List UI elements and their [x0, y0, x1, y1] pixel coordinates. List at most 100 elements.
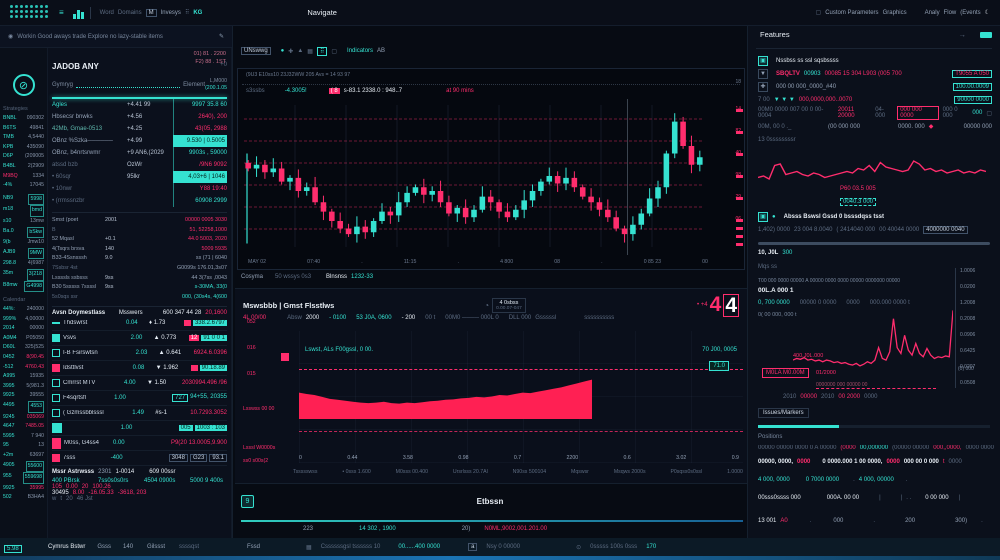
feature-row[interactable]: 00M0 0000 007 00 0 00-0004 20011 20000 04-… — [758, 106, 992, 120]
tab-item[interactable]: 1,402) 0000 23 004 8.0040( 2414040 000 00 … — [758, 226, 968, 234]
rail-item[interactable]: 0452 8(90.45 — [3, 353, 44, 363]
watch-row[interactable]: 42Mb, Gmae-0513 +4.25 43(05, 2988 — [52, 123, 227, 135]
area-chart[interactable]: Lswst, ALs F00gssl, 0 00. 70 J00, 0005 7… — [299, 331, 743, 463]
rail-item[interactable]: 298.8 4(6987 — [3, 259, 44, 269]
stats-row[interactable]: 4L 00/00 Absw 2000 - 0100 53 J0A, 0600 - 200… — [243, 315, 614, 321]
watch-row[interactable]: • 10nwr Y88 19:40 — [52, 183, 227, 195]
rail-item[interactable]: D6P (209005 — [3, 152, 44, 162]
rail-item[interactable]: -512 4760.43 — [3, 363, 44, 373]
rail-footer-badge[interactable]: 5.98 — [4, 545, 22, 553]
tabs-row[interactable]: 1,402) 0000 23 004 8.0040( 2414040 000 00 … — [758, 226, 992, 234]
app-logo-icon[interactable]: ⊘ — [12, 74, 35, 96]
top-nav-right[interactable]: ▢ Custom Parameters Graphics Analy Flow (Even… — [816, 9, 990, 17]
chart-toolbar[interactable]: UNswwg ● ✚ ▲ ▦ ⠿ ▢ Indicators AB — [241, 41, 739, 61]
top-nav-left[interactable]: Word Domains M Invesys ⠿ KG — [100, 8, 202, 17]
rail-item[interactable]: A0M4 P05050 — [3, 334, 44, 344]
asset-row[interactable]: ( Gzmssbblsssl 1.49 #s-1 10.7293.3052 — [52, 406, 227, 422]
rail-item[interactable]: 4905 55600 — [3, 460, 44, 473]
rail-item[interactable]: Ba.0 bSkw — [3, 226, 44, 239]
feature-row[interactable]: ▼ SBQLTV 00903 00085 15 304 L903 (005 700 T9… — [758, 67, 992, 80]
expand-icon[interactable]: → — [958, 30, 967, 39]
rail-item[interactable]: M9BQ 1334 — [3, 172, 44, 182]
rail-item[interactable]: 999% 4,00000 — [3, 315, 44, 325]
rail-item[interactable]: 502 B3HA4 — [3, 493, 44, 503]
rail-item[interactable]: s10 13mw — [3, 217, 44, 227]
watch-row[interactable]: 4(Tsqrs brsva 140 5009 5935 — [52, 245, 227, 255]
feed-row[interactable]: Fssd ▦ Cssssssgsl tssssss 10 00......400 00… — [233, 543, 747, 551]
chart-info-row[interactable]: s3ssbs -4.3005! ( 8 s-83.1 2338.0 : 948..7 a… — [246, 88, 474, 94]
stat-line[interactable]: 0, 700 0000 00000 0 0000 0000 000.000 0000 … — [758, 300, 910, 306]
x-axis-row[interactable]: 2010 00000 2010 00 2000 0000 — [783, 394, 877, 400]
watch-row[interactable]: B 51, 52258,1000 — [52, 226, 227, 236]
feature-row[interactable]: ✚ 000 00 000_0000_#40 100.00.0009 — [758, 80, 992, 93]
watch-row[interactable]: • 60sqr 95lkr 4,03+6 | 1046 — [52, 171, 227, 183]
rail-item[interactable]: 9925 39555 — [3, 391, 44, 401]
feature-row[interactable]: 7 00 ▼ ▼ ▼ 000,0000,000..0070 90000 0000 — [758, 93, 992, 106]
threshold-badge[interactable]: 71.0 — [709, 361, 729, 371]
rail-item[interactable]: B4BL 2(2909 — [3, 162, 44, 172]
rail-item[interactable]: AJB9 9MW — [3, 247, 44, 260]
app-grid-icon[interactable] — [10, 5, 50, 20]
mini-table-header[interactable]: 400 PBrsk 7ss0s0s0rs 4504 0900s 5000 9 400s — [52, 478, 232, 484]
dense-row[interactable]: 00000 00000 0000 0 A 00000 (0000 00,000000… — [758, 445, 994, 451]
feature-row[interactable]: ▣ Nssbss ss ssl sqsbssss — [758, 54, 992, 67]
rail-item[interactable]: 3995 5(981.3 — [3, 382, 44, 392]
watch-row[interactable]: Agles +4.41 99 9997 35.8 60 — [52, 99, 227, 111]
exchange-strip[interactable]: Cosyma 50 wssys 0s3 Blnsnss 1232-33 — [241, 274, 373, 280]
position-row[interactable]: 13 001 A0. 000. 200 300). — [758, 518, 983, 524]
rail-item[interactable]: 2014 00000 — [3, 324, 44, 334]
alert-box[interactable]: M0LA M0.00M — [762, 368, 809, 378]
rail-item[interactable]: 35m 3(218 — [3, 268, 44, 281]
rail-item[interactable]: 9(b Jmw10 — [3, 238, 44, 248]
rail-item[interactable]: 5995 7 940 — [3, 432, 44, 442]
feed-row[interactable]: Fssd ▦ Cssssssgsl tssssss 10 00......400 00… — [233, 543, 656, 551]
rail-item[interactable]: 95 13 — [3, 441, 44, 451]
watch-row[interactable]: OBnz, b4nrtsrwmr +9 AN6,(2029 9903s , 5900… — [52, 147, 227, 159]
watch-row[interactable]: B30 5sssss 7ssssl 9ss s-30MA, 33(0 — [52, 283, 227, 293]
rail-item[interactable]: B8mw G4998 — [3, 280, 44, 293]
rail-item[interactable]: TMB 4,5440 — [3, 133, 44, 143]
mini-table-row[interactable]: 105 0.00 20 100.26 — [52, 484, 227, 490]
asset-row[interactable]: Idsttlvst 0.08 ▼ 1.962 90.18.89 — [52, 361, 227, 377]
rail-item[interactable]: B6TS 49841 — [3, 124, 44, 134]
position-row-d[interactable]: 13 001 A0. 000. 200 300). — [758, 518, 994, 524]
position-row[interactable]: 00000, 0000, 0000 0 0000.000 1 00 0000, 000… — [758, 459, 962, 465]
watch-row[interactable]: 5s0sqs ssr 000, (30s4s, 4(600 — [52, 293, 227, 303]
rail-item[interactable]: 4647 7485.05 — [3, 422, 44, 432]
watch-row[interactable]: B33-4Ssnsssh 9.0 ss (71 | 6040 — [52, 254, 227, 264]
asset-row[interactable]: I-B Fsirswtsn 2.03 ▲ 0.641 6924.6.0396 — [52, 346, 227, 362]
spark-badge[interactable]: 0040.3 000 — [840, 198, 877, 206]
slider[interactable] — [758, 242, 990, 245]
add-button[interactable]: +0 — [220, 62, 227, 68]
position-row-b[interactable]: 4 000, 0000 0 7000 0000. 4 000, 00000. — [758, 477, 994, 483]
asset-row[interactable]: M0ss, G4ss4 0.00 P9(20 13.0005,9.900 — [52, 436, 227, 452]
asset-row[interactable]: F4sqrtsfl 1.00 727 94+55, 20355 — [52, 391, 227, 407]
rail-item[interactable]: m18 bmd — [3, 205, 44, 217]
feature-row[interactable]: 00M, 00 0 ._ (00 000 000 0000. 000 ◆ 00000 0… — [758, 120, 992, 133]
position-row[interactable]: 00sss0ssss 000 000A. 00 00 | |. .0 00 000 | — [758, 495, 960, 501]
watchlist-search[interactable]: Gymryg Element L,M000 (200.1.05 — [52, 78, 227, 92]
watch-row[interactable]: 52 Mqasl +0.1 44.0 5003, 2020 — [52, 235, 227, 245]
asset-row[interactable]: 7sss -400 3048 G23 93.1 — [52, 451, 227, 467]
rail-item[interactable]: 4495 4553 — [3, 401, 44, 413]
watch-row[interactable]: Lssssls ssbsss 9ss 44 3(7ss ,0043 — [52, 274, 227, 284]
watch-row[interactable]: 7Ssbsr 4st G0099s 176.01,3s07 — [52, 264, 227, 274]
menu-icon[interactable]: ≡ — [59, 8, 64, 17]
position-row[interactable]: 4 000, 0000 0 7000 0000. 4 000, 00000. — [758, 477, 907, 483]
rail-item[interactable]: 9925 35995 — [3, 484, 44, 494]
rail-item[interactable]: 44%: 240000 — [3, 305, 44, 315]
toggle-pill[interactable] — [980, 31, 992, 38]
watch-row[interactable]: atssd bzb OzWr/9N6 9092 — [52, 159, 227, 171]
watchlist-footer[interactable]: Cymrus Bstwr Gsss 140 Gilssst ssssqst — [48, 544, 199, 550]
rail-item[interactable]: +2m 63697 — [3, 451, 44, 461]
feature-row[interactable]: 13 0ssssssssr — [758, 133, 992, 146]
about-row[interactable]: ▣ ● Absss Bswsl Gssd 0 bsssdqss tsst — [758, 212, 884, 222]
position-row-a[interactable]: 00000, 0000, 0000 0 0000.000 1 00 0000, 000… — [758, 459, 994, 465]
assets-header[interactable]: Avsn Doymestlass Msswers 600 347 44 28 20,1… — [52, 310, 227, 316]
exchange-strip[interactable]: Cosyma 50 wssys 0s3 Blnsnss 1232-33 — [241, 274, 739, 280]
status-row[interactable]: 223 14 302 , 1900 20) N0ML,9002,001.201.00 — [233, 526, 547, 532]
rail-item[interactable]: NB9 5998 — [3, 193, 44, 206]
rail-item[interactable]: BNBL 090302 — [3, 114, 44, 124]
candlestick-chart[interactable]: (9U3 E10ss10 23J32WW 205 Avs = 14 93 97 … — [237, 68, 745, 270]
options-pill[interactable]: ◔ 4 0sbss 0.00.07-047 — [484, 297, 526, 313]
